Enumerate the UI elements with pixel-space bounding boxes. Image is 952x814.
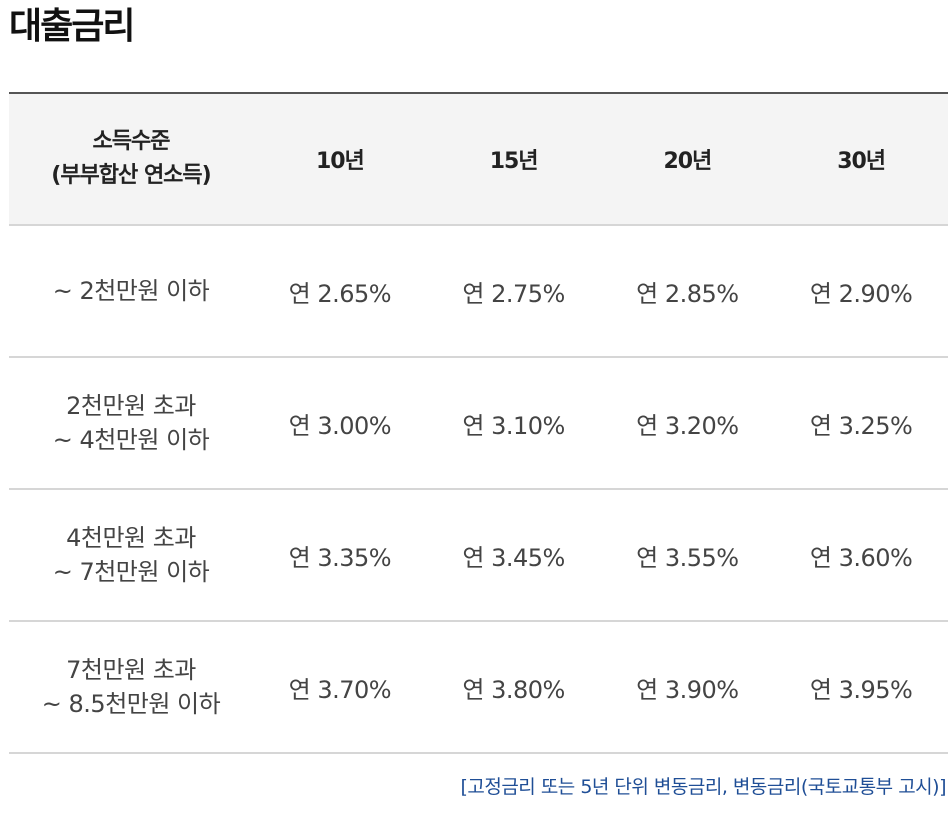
rate-cell: 연 3.35% [253,489,427,622]
income-line1: ~ 2천만원 이하 [52,277,210,305]
table-header-row: 소득수준 (부부합산 연소득) 10년 15년 20년 30년 [9,92,948,226]
income-line2: ~ 7천만원 이하 [52,558,210,586]
table-row: 2천만원 초과 ~ 4천만원 이하 연 3.00% 연 3.10% 연 3.20… [9,357,948,490]
income-line2: ~ 4천만원 이하 [52,426,210,454]
term-header-15y: 15년 [426,92,601,226]
rate-type-footnote: [고정금리 또는 5년 단위 변동금리, 변동금리(국토교통부 고시)] [460,776,946,798]
income-line1: 7천만원 초과 [66,656,196,684]
rate-cell: 연 3.90% [600,621,775,754]
income-line1: 2천만원 초과 [66,392,196,420]
income-level-cell: ~ 2천만원 이하 [9,225,253,358]
table-row: 4천만원 초과 ~ 7천만원 이하 연 3.35% 연 3.45% 연 3.55… [9,489,948,622]
income-line2: ~ 8.5천만원 이하 [41,690,221,718]
rate-cell: 연 3.10% [426,357,601,490]
income-header-line1: 소득수준 [92,129,171,154]
page-title: 대출금리 [9,6,135,47]
term-header-20y: 20년 [600,92,775,226]
rate-cell: 연 2.65% [253,225,427,358]
rate-cell: 연 3.60% [774,489,948,622]
term-header-30y: 30년 [774,92,948,226]
rate-cell: 연 3.95% [774,621,948,754]
rate-cell: 연 3.25% [774,357,948,490]
rate-cell: 연 2.90% [774,225,948,358]
rate-cell: 연 3.55% [600,489,775,622]
income-line1: 4천만원 초과 [66,524,196,552]
table-row: ~ 2천만원 이하 연 2.65% 연 2.75% 연 2.85% 연 2.90… [9,225,948,358]
income-header-line2: (부부합산 연소득) [51,163,211,188]
loan-rate-table: 소득수준 (부부합산 연소득) 10년 15년 20년 30년 ~ 2천만원 이… [9,92,948,754]
rate-cell: 연 3.45% [426,489,601,622]
rate-cell: 연 3.00% [253,357,427,490]
income-level-header: 소득수준 (부부합산 연소득) [9,92,253,226]
rate-cell: 연 3.20% [600,357,775,490]
term-header-10y: 10년 [253,92,427,226]
income-level-cell: 7천만원 초과 ~ 8.5천만원 이하 [9,621,253,754]
table-row: 7천만원 초과 ~ 8.5천만원 이하 연 3.70% 연 3.80% 연 3.… [9,621,948,754]
rate-cell: 연 3.80% [426,621,601,754]
income-level-cell: 2천만원 초과 ~ 4천만원 이하 [9,357,253,490]
income-level-cell: 4천만원 초과 ~ 7천만원 이하 [9,489,253,622]
rate-cell: 연 3.70% [253,621,427,754]
rate-cell: 연 2.75% [426,225,601,358]
rate-cell: 연 2.85% [600,225,775,358]
